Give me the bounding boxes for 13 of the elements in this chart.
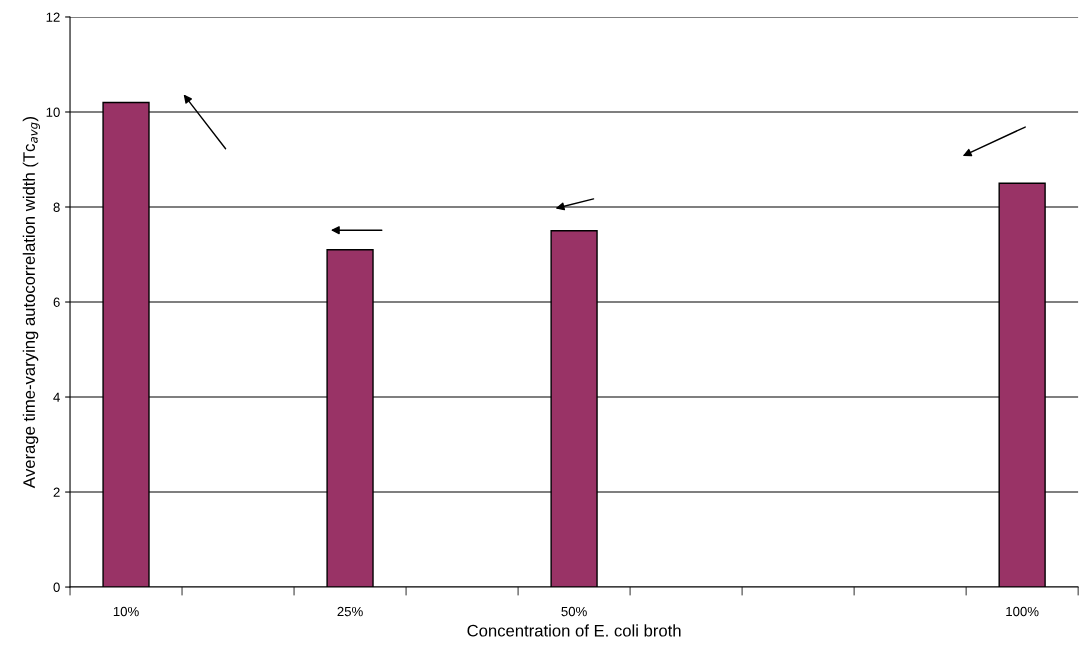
y-tick-label: 8 <box>53 202 60 212</box>
x-axis-title: Concentration of E. coli broth <box>467 624 681 637</box>
y-tick-label: 10 <box>46 107 60 117</box>
x-tick-label: 10% <box>113 606 139 617</box>
y-axis-title: Average time-varying autocorrelation width (Tc$_{avg}$) <box>22 117 40 489</box>
y-tick-label: 6 <box>53 297 60 307</box>
y-tick-label: 12 <box>46 12 60 22</box>
x-tick-label: 100% <box>1006 606 1039 617</box>
x-tick-label: 25% <box>337 606 363 617</box>
y-tick-label: 4 <box>53 392 60 402</box>
y-tick-label: 2 <box>53 487 60 497</box>
x-tick-label: 50% <box>561 606 587 617</box>
y-tick-label: 0 <box>53 582 60 592</box>
